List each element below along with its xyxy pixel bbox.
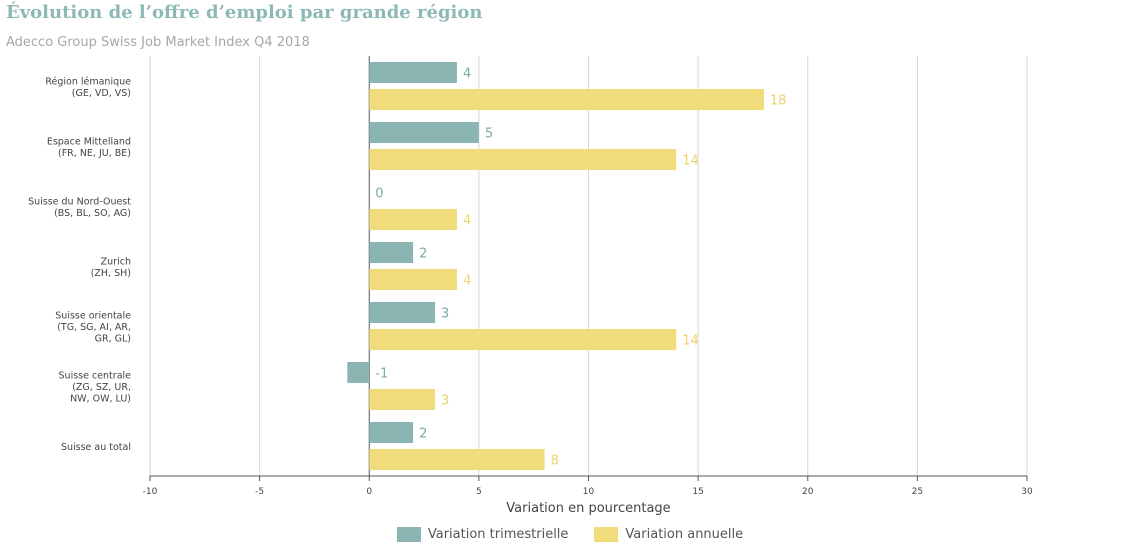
legend-swatch bbox=[396, 527, 421, 542]
data-label-annual: 8 bbox=[551, 454, 559, 469]
category-label: (FR, NE, JU, BE) bbox=[58, 148, 131, 159]
data-label-quarterly: 0 bbox=[375, 187, 383, 202]
bar-quarterly bbox=[369, 422, 414, 443]
chart-title: Évolution de l’offre d’emploi par grande… bbox=[6, 2, 483, 23]
x-tick-label: -5 bbox=[255, 487, 264, 497]
data-label-annual: 4 bbox=[463, 214, 471, 229]
data-label-annual: 14 bbox=[682, 334, 699, 349]
bar-quarterly bbox=[347, 362, 370, 383]
bar-annual bbox=[369, 89, 764, 110]
x-tick-label: 5 bbox=[476, 487, 482, 497]
data-label-annual: 4 bbox=[463, 274, 471, 289]
bar-quarterly bbox=[369, 122, 479, 143]
legend-swatch bbox=[594, 527, 619, 542]
category-label: (ZG, SZ, UR, bbox=[72, 382, 131, 393]
bar-annual bbox=[369, 389, 436, 410]
legend-label: Variation trimestrielle bbox=[427, 527, 569, 542]
legend-item: Variation trimestrielle bbox=[396, 527, 569, 542]
x-tick-label: 20 bbox=[802, 487, 814, 497]
data-label-annual: 14 bbox=[682, 154, 699, 169]
bar-annual bbox=[369, 449, 545, 470]
category-label: Zurich bbox=[101, 256, 131, 267]
x-tick-label: 30 bbox=[1021, 487, 1033, 497]
bar-annual bbox=[369, 269, 457, 290]
category-label: Suisse au total bbox=[61, 442, 131, 453]
x-axis-label: Variation en pourcentage bbox=[506, 501, 670, 516]
data-label-annual: 3 bbox=[441, 394, 449, 409]
x-tick-label: 15 bbox=[692, 487, 703, 497]
category-label: (TG, SG, AI, AR, bbox=[57, 322, 131, 333]
x-tick-label: 10 bbox=[583, 487, 595, 497]
data-label-quarterly: 2 bbox=[419, 427, 427, 442]
data-label-annual: 18 bbox=[770, 94, 787, 109]
chart-legend: Variation trimestrielle Variation annuell… bbox=[0, 527, 1140, 542]
x-tick-label: -10 bbox=[143, 487, 158, 497]
category-label: (GE, VD, VS) bbox=[72, 88, 131, 99]
x-tick-label: 0 bbox=[366, 487, 372, 497]
legend-label: Variation annuelle bbox=[625, 527, 744, 542]
category-label: (BS, BL, SO, AG) bbox=[54, 208, 131, 219]
data-label-quarterly: -1 bbox=[375, 367, 388, 382]
bar-quarterly bbox=[369, 62, 457, 83]
data-label-quarterly: 3 bbox=[441, 307, 449, 322]
category-label: Suisse orientale bbox=[55, 311, 131, 322]
chart-subtitle: Adecco Group Swiss Job Market Index Q4 2… bbox=[6, 35, 310, 50]
bar-annual bbox=[369, 209, 457, 230]
data-label-quarterly: 4 bbox=[463, 67, 471, 82]
category-label: GR, GL) bbox=[95, 334, 131, 345]
legend-item: Variation annuelle bbox=[594, 527, 743, 542]
bar-annual bbox=[369, 329, 677, 350]
x-tick-label: 25 bbox=[912, 487, 923, 497]
category-label: Région lémanique bbox=[45, 76, 131, 87]
category-label: Espace Mittelland bbox=[47, 136, 131, 147]
category-label: Suisse centrale bbox=[59, 371, 132, 382]
category-label: NW, OW, LU) bbox=[70, 394, 131, 405]
category-label: Suisse du Nord-Ouest bbox=[28, 196, 131, 207]
bar-annual bbox=[369, 149, 677, 170]
bar-quarterly bbox=[369, 242, 414, 263]
data-label-quarterly: 2 bbox=[419, 247, 427, 262]
category-label: (ZH, SH) bbox=[91, 268, 131, 279]
data-label-quarterly: 5 bbox=[485, 127, 493, 142]
bar-quarterly bbox=[369, 302, 436, 323]
